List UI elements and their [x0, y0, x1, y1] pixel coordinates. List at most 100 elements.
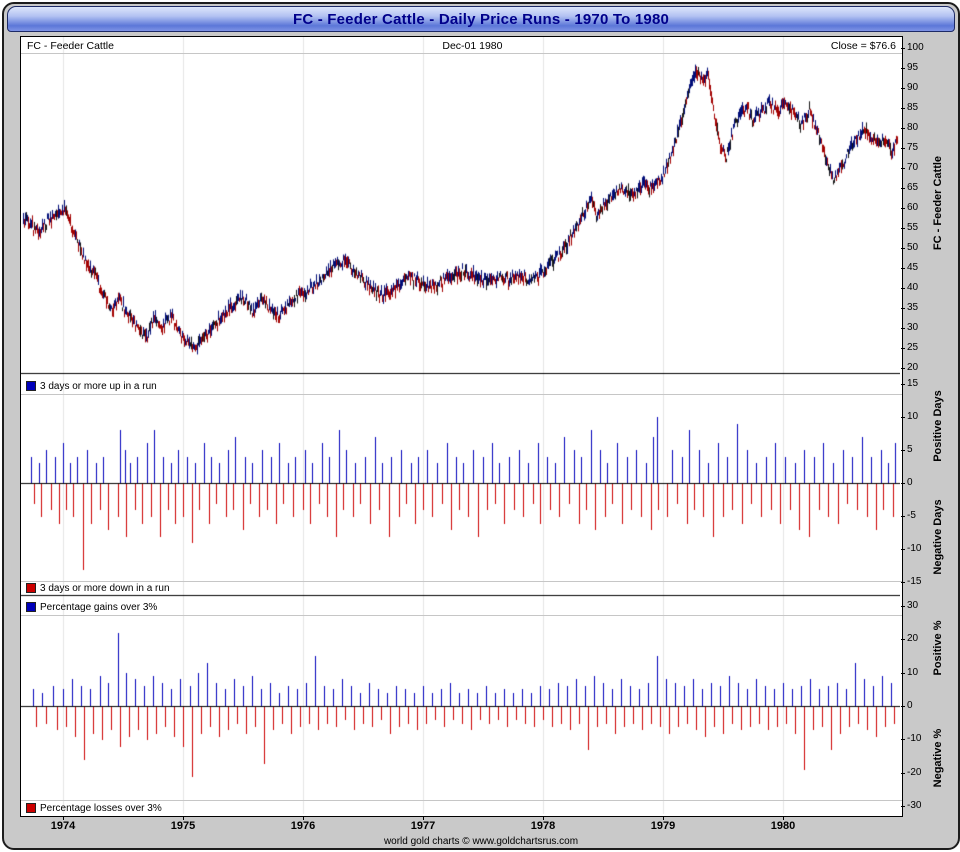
y-tick-mark	[901, 328, 905, 329]
y-tick-label: 20	[907, 362, 919, 373]
y-tick-mark	[901, 128, 905, 129]
separator-line	[21, 615, 902, 616]
y-tick-label: -5	[907, 510, 916, 521]
close-label: Close = $76.6	[830, 39, 896, 52]
x-tick-mark	[783, 816, 784, 820]
legend-pct-up: Percentage gains over 3%	[26, 601, 158, 613]
y-tick-mark	[901, 673, 905, 674]
footer-credit: world gold charts © www.goldchartsrus.co…	[383, 836, 579, 847]
y-tick-label: -15	[907, 576, 922, 587]
x-tick-label: 1975	[170, 820, 196, 832]
legend-pct-down-label: Percentage losses over 3%	[40, 802, 162, 814]
y-tick-mark	[901, 450, 905, 451]
y-tick-mark	[901, 188, 905, 189]
price-header: FC - Feeder Cattle Dec-01 1980 Close = $…	[27, 39, 896, 52]
y-tick-mark	[901, 368, 905, 369]
x-tick-mark	[423, 816, 424, 820]
y-tick-mark	[901, 248, 905, 249]
x-tick-mark	[63, 816, 64, 820]
y-tick-label: 0	[907, 700, 913, 711]
y-tick-mark	[901, 384, 905, 385]
y-tick-label: -30	[907, 800, 922, 811]
y-tick-label: -10	[907, 733, 922, 744]
legend-runs-up-swatch-icon	[26, 381, 36, 391]
y-tick-label: 60	[907, 202, 919, 213]
y-tick-label: 50	[907, 242, 919, 253]
y-tick-mark	[901, 549, 905, 550]
y-tick-mark	[901, 582, 905, 583]
x-tick-label: 1978	[530, 820, 556, 832]
y-tick-mark	[901, 606, 905, 607]
legend-runs-down-label: 3 days or more down in a run	[40, 582, 170, 594]
y-tick-label: 45	[907, 262, 919, 273]
y-tick-mark	[901, 639, 905, 640]
y-tick-label: 80	[907, 122, 919, 133]
legend-pct-up-label: Percentage gains over 3%	[40, 601, 158, 613]
y-tick-label: 0	[907, 477, 913, 488]
y-tick-label: 40	[907, 282, 919, 293]
y-tick-mark	[901, 168, 905, 169]
y-tick-label: 70	[907, 162, 919, 173]
y-tick-mark	[901, 348, 905, 349]
instrument-label: FC - Feeder Cattle	[27, 39, 114, 52]
title-bar: FC - Feeder Cattle - Daily Price Runs - …	[7, 6, 955, 32]
y-tick-label: 65	[907, 182, 919, 193]
x-tick-label: 1979	[650, 820, 676, 832]
y-tick-mark	[901, 148, 905, 149]
y-tick-mark	[901, 308, 905, 309]
x-tick-label: 1974	[50, 820, 76, 832]
y-tick-label: 90	[907, 82, 919, 93]
chart-box: FC - Feeder Cattle Dec-01 1980 Close = $…	[20, 36, 903, 817]
window-title: FC - Feeder Cattle - Daily Price Runs - …	[292, 10, 670, 28]
y-tick-label: 55	[907, 222, 919, 233]
y-tick-mark	[901, 48, 905, 49]
legend-pct-up-swatch-icon	[26, 602, 36, 612]
y-tick-mark	[901, 68, 905, 69]
x-tick-label: 1976	[290, 820, 316, 832]
y-tick-mark	[901, 228, 905, 229]
date-label: Dec-01 1980	[442, 39, 503, 52]
legend-runs-up-label: 3 days or more up in a run	[40, 380, 157, 392]
y-tick-mark	[901, 208, 905, 209]
y-tick-label: 30	[907, 600, 919, 611]
y-tick-label: 100	[907, 42, 924, 53]
y-tick-label: 15	[907, 378, 919, 389]
y-tick-label: 75	[907, 142, 919, 153]
y-axis-title-negative-pct: Negative %	[932, 728, 944, 788]
separator-line	[21, 581, 902, 582]
y-tick-mark	[901, 773, 905, 774]
y-tick-mark	[901, 108, 905, 109]
x-tick-label: 1980	[770, 820, 796, 832]
x-tick-label: 1977	[410, 820, 436, 832]
legend-runs-up: 3 days or more up in a run	[26, 380, 157, 392]
y-tick-mark	[901, 268, 905, 269]
y-tick-mark	[901, 516, 905, 517]
y-tick-mark	[901, 739, 905, 740]
y-tick-label: 35	[907, 302, 919, 313]
y-tick-label: 20	[907, 633, 919, 644]
chart-canvas	[21, 37, 900, 814]
legend-runs-down: 3 days or more down in a run	[26, 582, 170, 594]
legend-pct-down: Percentage losses over 3%	[26, 802, 162, 814]
y-tick-label: 30	[907, 322, 919, 333]
y-tick-mark	[901, 288, 905, 289]
y-tick-mark	[901, 706, 905, 707]
x-tick-mark	[183, 816, 184, 820]
y-tick-label: 85	[907, 102, 919, 113]
y-tick-label: 5	[907, 444, 913, 455]
separator-line	[21, 394, 902, 395]
separator-line	[21, 53, 902, 54]
legend-runs-down-swatch-icon	[26, 583, 36, 593]
y-tick-label: -10	[907, 543, 922, 554]
x-tick-mark	[663, 816, 664, 820]
y-tick-label: 95	[907, 62, 919, 73]
y-tick-mark	[901, 417, 905, 418]
y-tick-mark	[901, 483, 905, 484]
y-tick-label: 25	[907, 342, 919, 353]
y-tick-mark	[901, 88, 905, 89]
y-tick-mark	[901, 806, 905, 807]
x-tick-mark	[303, 816, 304, 820]
legend-pct-down-swatch-icon	[26, 803, 36, 813]
y-tick-label: 10	[907, 411, 919, 422]
